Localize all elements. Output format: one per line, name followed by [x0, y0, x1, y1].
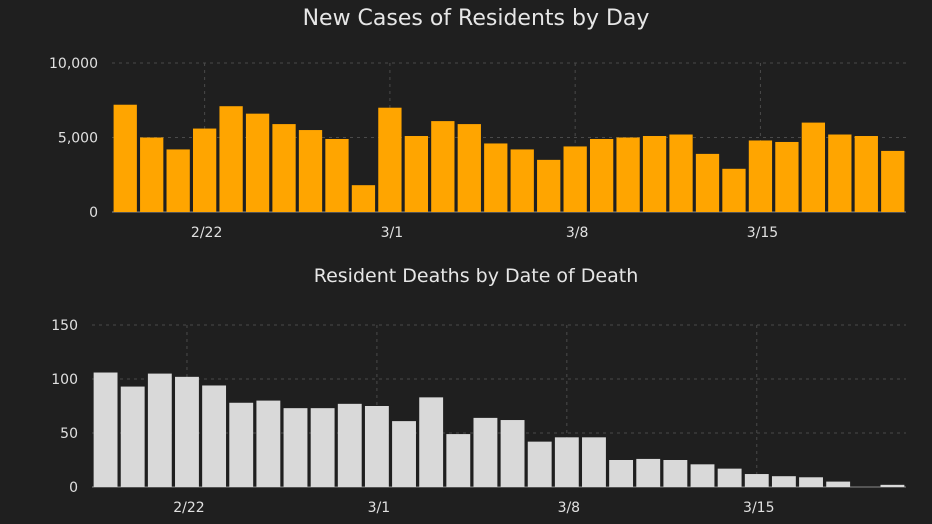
deaths-chart: Resident Deaths by Date of Death 0 50 100 1… [51, 265, 906, 516]
new-cases-y-tick-label: 10,000 [49, 56, 98, 72]
deaths-bar [690, 464, 715, 487]
deaths-bar [120, 386, 145, 487]
deaths-bar [392, 421, 416, 487]
new-cases-bar [695, 153, 720, 212]
deaths-bar [826, 481, 851, 487]
deaths-bar [771, 476, 796, 487]
new-cases-bar [166, 149, 190, 212]
deaths-y-tick-label: 100 [51, 372, 78, 388]
deaths-bar [609, 460, 634, 487]
deaths-bar [310, 408, 335, 487]
new-cases-bar [431, 121, 455, 212]
deaths-y-tick-label: 0 [69, 480, 78, 496]
deaths-x-tick-label: 3/15 [743, 500, 774, 516]
new-cases-bar [589, 138, 614, 212]
deaths-bar [880, 484, 905, 487]
deaths-bar [500, 420, 525, 487]
new-cases-bar [616, 137, 640, 212]
new-cases-bar [404, 136, 429, 212]
deaths-x-tick-label: 2/22 [173, 500, 204, 516]
new-cases-bar [219, 106, 243, 212]
deaths-bar [283, 408, 308, 487]
new-cases-chart: New Cases of Residents by Day 0 5,000 10,0… [49, 6, 906, 241]
new-cases-bar [192, 128, 217, 212]
new-cases-bar [245, 113, 270, 212]
new-cases-bar [748, 140, 773, 212]
new-cases-bar [828, 134, 852, 212]
deaths-bar [364, 406, 389, 487]
new-cases-bar [563, 146, 587, 212]
deaths-bar [717, 468, 742, 487]
deaths-bar [337, 403, 362, 487]
deaths-bar [175, 376, 199, 487]
new-cases-bar [351, 185, 376, 212]
deaths-bar [446, 434, 471, 487]
deaths-bar [202, 385, 227, 487]
new-cases-bar [642, 136, 667, 212]
new-cases-bar [801, 122, 826, 212]
deaths-bar [663, 460, 688, 487]
new-cases-y-tick-label: 0 [89, 205, 98, 221]
deaths-bar [799, 477, 823, 487]
new-cases-bar [881, 150, 905, 212]
new-cases-bar [854, 136, 878, 212]
deaths-x-tick-label: 3/1 [368, 500, 391, 516]
deaths-bar [636, 458, 661, 487]
new-cases-bar [272, 124, 296, 212]
deaths-bar [473, 417, 498, 487]
new-cases-bar [669, 134, 693, 212]
new-cases-x-tick-label: 3/15 [747, 225, 778, 241]
deaths-x-tick-label: 3/8 [558, 500, 581, 516]
deaths-bar [554, 437, 579, 487]
deaths-bar [147, 373, 172, 487]
deaths-bar [229, 402, 254, 487]
deaths-y-tick-label: 50 [60, 426, 78, 442]
new-cases-bar [775, 141, 799, 212]
new-cases-bar [457, 124, 481, 212]
new-cases-bar [537, 159, 561, 212]
new-cases-bar [298, 130, 323, 212]
deaths-y-tick-label: 150 [51, 318, 78, 334]
new-cases-x-tick-label: 2/22 [191, 225, 222, 241]
deaths-bar [256, 400, 281, 487]
deaths-bar [582, 437, 606, 487]
deaths-bar [527, 441, 552, 487]
new-cases-chart-title: New Cases of Residents by Day [303, 6, 650, 31]
new-cases-bar [140, 137, 164, 212]
new-cases-bar [325, 138, 349, 212]
new-cases-bar [113, 104, 137, 212]
new-cases-bar [510, 149, 534, 212]
new-cases-bar [722, 168, 746, 212]
new-cases-x-tick-label: 3/1 [381, 225, 404, 241]
deaths-bar [93, 372, 118, 487]
deaths-bar [744, 474, 769, 487]
deaths-bar [419, 397, 444, 487]
deaths-chart-title: Resident Deaths by Date of Death [314, 265, 639, 287]
new-cases-bar [378, 107, 402, 212]
new-cases-x-tick-label: 3/8 [566, 225, 589, 241]
new-cases-bar [484, 143, 508, 212]
new-cases-y-tick-label: 5,000 [58, 131, 98, 147]
